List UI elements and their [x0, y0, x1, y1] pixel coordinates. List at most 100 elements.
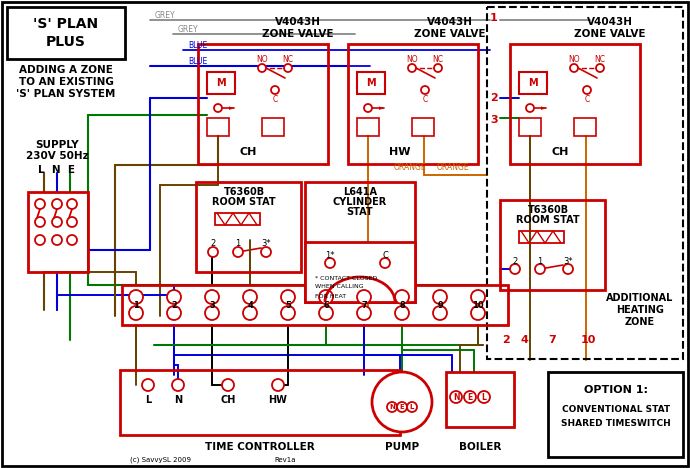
Text: N: N: [453, 393, 460, 402]
Text: BLUE: BLUE: [188, 58, 207, 66]
Circle shape: [319, 306, 333, 320]
Text: 'S' PLAN: 'S' PLAN: [33, 17, 99, 31]
Text: NC: NC: [595, 56, 606, 65]
Text: ADDITIONAL: ADDITIONAL: [607, 293, 673, 303]
Bar: [198, 44, 328, 164]
Text: CH: CH: [551, 147, 569, 157]
Text: 9: 9: [437, 300, 443, 309]
Text: M: M: [366, 78, 376, 88]
Circle shape: [243, 306, 257, 320]
Circle shape: [129, 306, 143, 320]
Circle shape: [434, 64, 442, 72]
Text: GREY: GREY: [155, 12, 176, 21]
Circle shape: [478, 391, 490, 403]
Text: E: E: [400, 404, 404, 410]
Text: ►: ►: [380, 105, 385, 111]
Bar: [510, 44, 640, 164]
Text: C: C: [382, 250, 388, 259]
Text: HW: HW: [268, 395, 288, 405]
Text: ►: ►: [542, 105, 546, 111]
Text: C: C: [422, 95, 428, 104]
Text: NO: NO: [256, 56, 268, 65]
Text: PUMP: PUMP: [385, 442, 419, 452]
Text: T6360B: T6360B: [527, 205, 569, 215]
Circle shape: [271, 86, 279, 94]
Circle shape: [319, 290, 333, 304]
Text: CONVENTIONAL STAT: CONVENTIONAL STAT: [562, 405, 670, 415]
Text: C: C: [273, 95, 277, 104]
Circle shape: [35, 217, 45, 227]
Circle shape: [205, 290, 219, 304]
Text: 1: 1: [235, 240, 241, 249]
Text: 5: 5: [285, 300, 291, 309]
Circle shape: [233, 247, 243, 257]
Text: GREY: GREY: [178, 25, 199, 35]
Text: ADDING A ZONE: ADDING A ZONE: [19, 65, 113, 75]
Text: NO: NO: [406, 56, 418, 65]
Text: CYLINDER: CYLINDER: [333, 197, 387, 207]
Bar: [305, 242, 415, 302]
Text: WHEN CALLING: WHEN CALLING: [315, 285, 364, 290]
Text: STAT: STAT: [346, 207, 373, 217]
Text: 2: 2: [210, 240, 215, 249]
Text: 3*: 3*: [262, 240, 270, 249]
Circle shape: [450, 391, 462, 403]
Text: 8: 8: [399, 300, 405, 309]
Text: L: L: [145, 395, 151, 405]
Circle shape: [471, 306, 485, 320]
Bar: [519, 231, 564, 243]
Bar: [207, 72, 235, 94]
Bar: [574, 118, 596, 136]
Text: (c) SavvySL 2009: (c) SavvySL 2009: [130, 457, 191, 463]
Circle shape: [408, 64, 416, 72]
Text: SHARED TIMESWITCH: SHARED TIMESWITCH: [561, 419, 671, 429]
Text: ROOM STAT: ROOM STAT: [516, 215, 580, 225]
Circle shape: [421, 86, 429, 94]
Bar: [196, 182, 301, 272]
Text: ROOM STAT: ROOM STAT: [213, 197, 276, 207]
Circle shape: [357, 290, 371, 304]
Text: ORANGE: ORANGE: [437, 163, 469, 173]
Text: NO: NO: [568, 56, 580, 65]
Text: 2: 2: [502, 335, 510, 345]
Circle shape: [570, 64, 578, 72]
Circle shape: [372, 372, 432, 432]
Bar: [357, 72, 385, 94]
Circle shape: [510, 264, 520, 274]
Circle shape: [172, 379, 184, 391]
Text: N: N: [389, 404, 395, 410]
Circle shape: [583, 86, 591, 94]
Bar: [487, 7, 683, 359]
Circle shape: [433, 290, 447, 304]
Circle shape: [281, 290, 295, 304]
Text: FOR HEAT: FOR HEAT: [315, 293, 346, 299]
Bar: [548, 372, 683, 457]
Text: 3*: 3*: [563, 256, 573, 265]
Text: V4043H: V4043H: [427, 17, 473, 27]
Text: L  N  E: L N E: [39, 165, 75, 175]
Text: ORANGE: ORANGE: [394, 163, 426, 173]
Text: 230V 50Hz: 230V 50Hz: [26, 151, 88, 161]
Text: V4043H: V4043H: [275, 17, 321, 27]
Bar: [215, 213, 260, 225]
Circle shape: [464, 391, 476, 403]
Circle shape: [35, 235, 45, 245]
Text: 7: 7: [548, 335, 556, 345]
Circle shape: [380, 258, 390, 268]
Circle shape: [67, 217, 77, 227]
Text: 'S' PLAN SYSTEM: 'S' PLAN SYSTEM: [17, 89, 116, 99]
Circle shape: [397, 402, 407, 412]
Circle shape: [35, 199, 45, 209]
Text: 2: 2: [513, 256, 518, 265]
Text: E: E: [467, 393, 473, 402]
Circle shape: [526, 104, 534, 112]
Circle shape: [357, 306, 371, 320]
Text: L: L: [482, 393, 486, 402]
Text: NC: NC: [433, 56, 444, 65]
Text: L641A: L641A: [343, 187, 377, 197]
Bar: [28, 192, 88, 272]
Text: 1: 1: [133, 300, 139, 309]
Text: CH: CH: [239, 147, 257, 157]
Bar: [519, 72, 547, 94]
Circle shape: [364, 104, 372, 112]
